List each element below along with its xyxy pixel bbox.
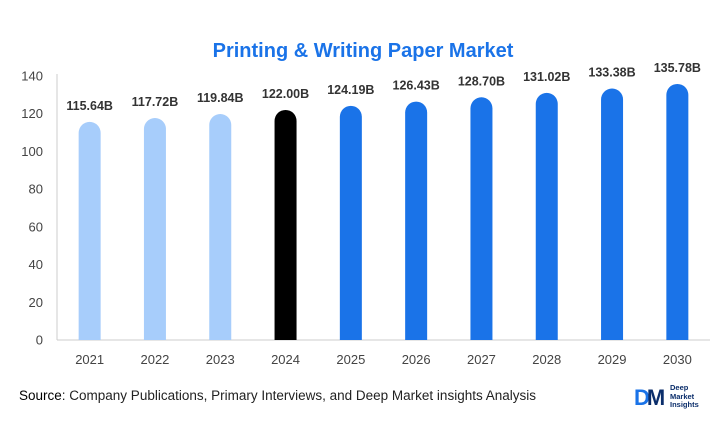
source-note: Source: Company Publications, Primary In… [19, 388, 536, 403]
data-label: 115.64B [66, 99, 113, 113]
data-label: 135.78B [654, 61, 701, 75]
logo-line-2: Market [670, 391, 695, 401]
bar-2029 [601, 88, 624, 340]
bar-2027 [470, 97, 493, 340]
x-tick-label: 2024 [271, 352, 300, 367]
source-label: Source [19, 388, 62, 403]
y-tick-label: 0 [36, 333, 43, 348]
data-label: 131.02B [523, 70, 570, 84]
logo-line-1: Deep [670, 383, 689, 392]
logo-mark: DM [634, 385, 665, 410]
data-label: 128.70B [458, 74, 505, 88]
logo-mark-d: D [634, 385, 650, 410]
data-label: 117.72B [132, 95, 179, 109]
y-tick-label: 40 [29, 257, 43, 272]
bar-chart: Printing & Writing Paper Market 0 20 40 60 8… [21, 40, 710, 367]
data-label: 122.00B [262, 87, 309, 101]
x-tick-label: 2028 [532, 352, 561, 367]
chart-data-labels: 115.64B 117.72B 119.84B 122.00B 124.19B 126.4… [66, 61, 701, 113]
y-tick-label: 120 [21, 106, 43, 121]
y-tick-label: 80 [29, 182, 43, 197]
data-label: 124.19B [327, 83, 374, 97]
y-tick-label: 140 [21, 69, 43, 84]
y-tick-label: 60 [29, 219, 43, 234]
bar-2022 [143, 118, 166, 340]
y-tick-label: 100 [21, 144, 43, 159]
y-tick-label: 20 [29, 295, 43, 310]
x-tick-label: 2030 [663, 352, 692, 367]
logo-text: Deep Market Insights [670, 383, 699, 410]
logo-mark-m: M [646, 385, 665, 410]
x-tick-label: 2025 [336, 352, 365, 367]
data-label: 119.84B [197, 91, 244, 105]
x-tick-label: 2023 [206, 352, 235, 367]
x-tick-label: 2029 [598, 352, 627, 367]
bar-2025 [339, 105, 362, 340]
bar-2030 [666, 83, 689, 341]
source-text: : Company Publications, Primary Intervie… [61, 388, 536, 403]
bar-2024 [274, 109, 297, 340]
x-tick-label: 2022 [140, 352, 169, 367]
logo-line-3: Insights [670, 400, 699, 409]
chart-bars [78, 83, 689, 341]
company-logo: DM Deep Market Insights [634, 383, 714, 414]
bar-2023 [209, 114, 232, 340]
bar-2021 [78, 121, 101, 340]
chart-axes: 0 20 40 60 80 100 120 140 2021 2022 2023 2024 2025 20… [21, 69, 710, 367]
bar-2026 [405, 101, 428, 341]
chart-title: Printing & Writing Paper Market [213, 40, 514, 62]
x-tick-label: 2026 [402, 352, 431, 367]
data-label: 126.43B [393, 79, 440, 93]
bar-2028 [535, 92, 558, 340]
x-tick-label: 2027 [467, 352, 496, 367]
data-label: 133.38B [588, 65, 635, 79]
x-tick-label: 2021 [75, 352, 104, 367]
